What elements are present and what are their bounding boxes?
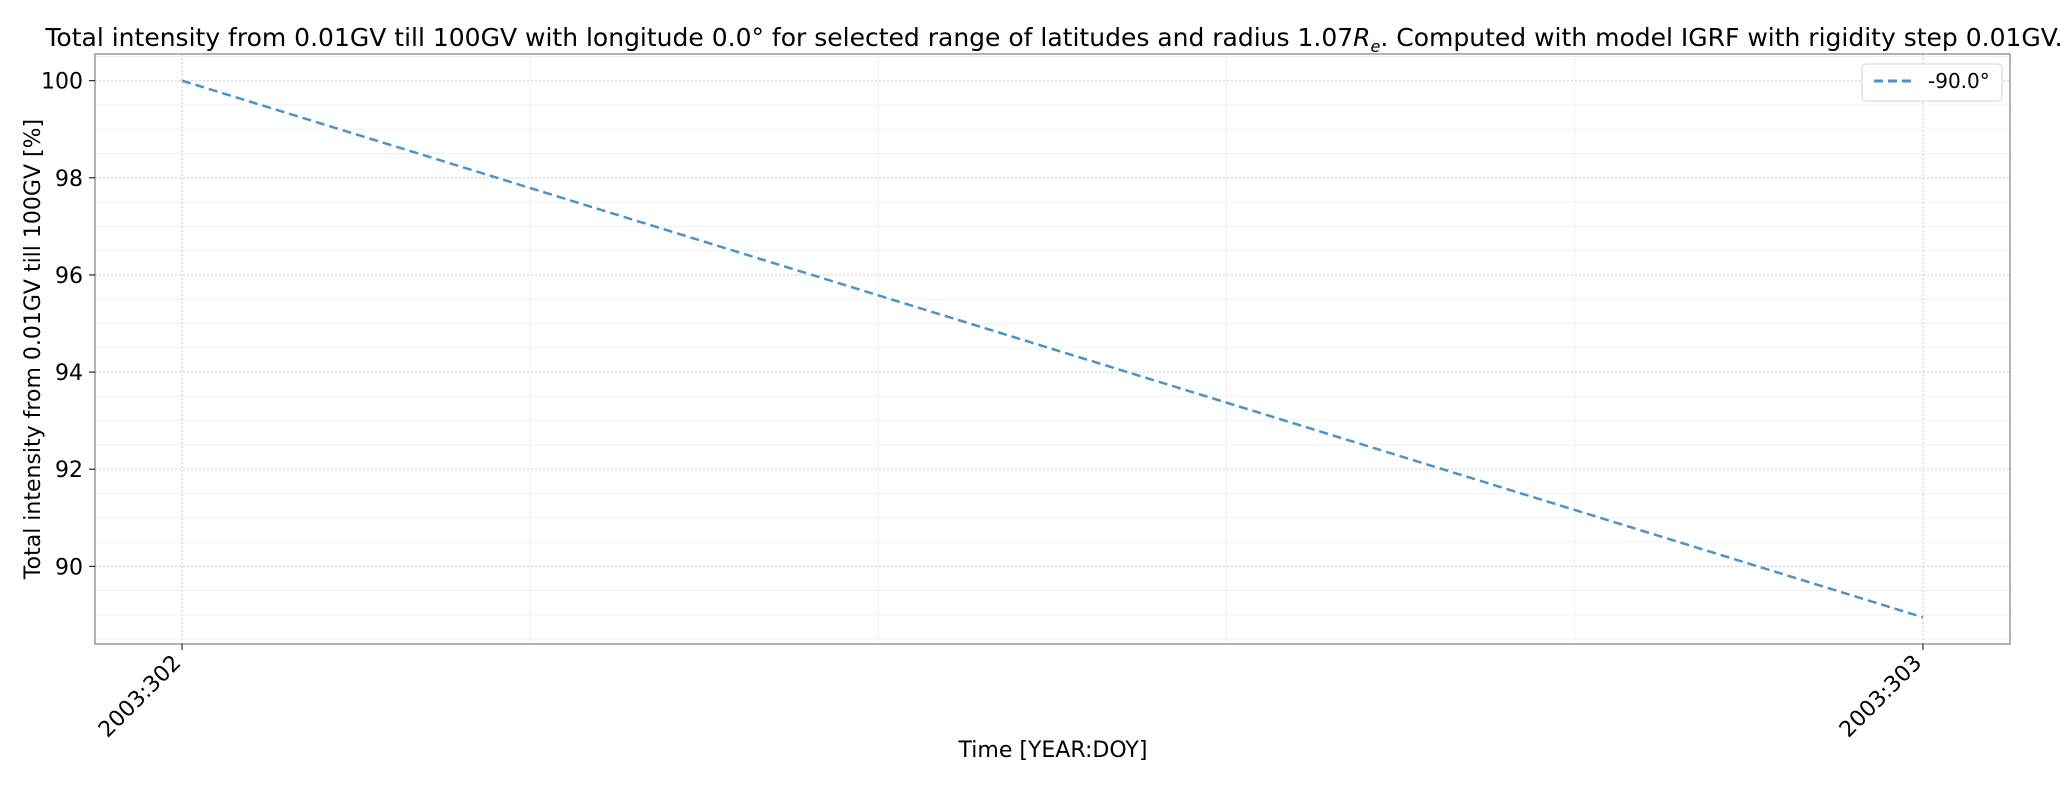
y-axis-ticks: 90 92 94 96 98 100 bbox=[41, 70, 95, 580]
legend: -90.0° bbox=[1861, 63, 2003, 102]
series-layer bbox=[181, 79, 1924, 619]
y-tick-label: 100 bbox=[41, 70, 83, 95]
series-line bbox=[181, 79, 1924, 619]
y-axis-label: Total intensity from 0.01GV till 100GV [… bbox=[21, 119, 46, 580]
chart-title-sub: e bbox=[1371, 37, 1381, 56]
y-tick-label: 96 bbox=[55, 264, 83, 289]
y-tick-label: 94 bbox=[55, 361, 83, 386]
legend-box bbox=[1861, 63, 2003, 102]
chart-title-r: R bbox=[1353, 23, 1370, 52]
y-tick-label: 98 bbox=[55, 167, 83, 192]
x-axis-ticks: 2003:302 2003:303 bbox=[94, 644, 1927, 743]
x-tick-label: 2003:303 bbox=[1835, 651, 1927, 743]
chart-title-suffix: . Computed with model IGRF with rigidity… bbox=[1380, 23, 2060, 52]
grid bbox=[95, 54, 2010, 644]
x-tick-label: 2003:302 bbox=[94, 651, 186, 743]
y-tick-label: 92 bbox=[55, 458, 83, 483]
x-axis-label: Time [YEAR:DOY] bbox=[958, 738, 1148, 763]
plot-frame bbox=[94, 53, 2011, 645]
y-tick-label: 90 bbox=[55, 555, 83, 580]
chart-title: Total intensity from 0.01GV till 100GV w… bbox=[44, 23, 2060, 56]
chart-title-prefix: Total intensity from 0.01GV till 100GV w… bbox=[44, 23, 1353, 52]
legend-label: -90.0° bbox=[1928, 69, 1990, 93]
